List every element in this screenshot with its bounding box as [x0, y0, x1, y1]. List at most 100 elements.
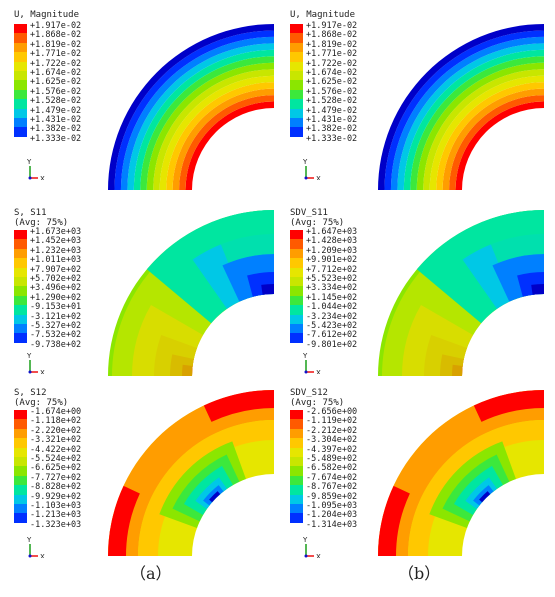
contour-band — [481, 210, 544, 263]
legend-value: +1.722e-02 — [30, 58, 82, 69]
legend-value: +1.647e+03 — [306, 227, 358, 237]
legend-value: +1.917e-02 — [306, 21, 358, 31]
contour-band — [261, 284, 274, 295]
axis-label-y: Y — [26, 158, 32, 166]
legend-swatch — [290, 80, 303, 90]
legend-swatch — [14, 438, 27, 448]
contour-plot — [378, 390, 544, 556]
legend-swatch — [14, 230, 27, 240]
legend-value: -3.321e+02 — [30, 435, 82, 446]
legend-swatch — [14, 485, 27, 495]
legend-swatch — [14, 295, 27, 306]
legend-value: -1.674e+00 — [30, 407, 82, 417]
legend-swatch — [14, 333, 27, 343]
legend-value: +1.011e+03 — [30, 255, 82, 266]
legend-swatch — [290, 419, 303, 429]
legend-swatch — [14, 239, 27, 249]
legend-swatch — [14, 428, 27, 439]
legend-value: +1.382e-02 — [30, 124, 82, 135]
legend-title: S, S12 — [14, 388, 47, 398]
legend-value: -8.767e+02 — [306, 482, 358, 493]
legend-value: +5.702e+02 — [30, 273, 82, 284]
z-axis-dot — [28, 554, 32, 558]
legend-value: -7.532e+02 — [30, 330, 82, 341]
legend-value: +1.673e+03 — [30, 227, 82, 237]
contour-band — [172, 88, 274, 190]
contour-plot — [378, 24, 544, 191]
legend-value: +1.382e-02 — [306, 124, 358, 135]
legend-swatch — [290, 230, 303, 240]
z-axis-dot — [28, 370, 32, 374]
caption-b: （b） — [398, 564, 441, 583]
legend-swatch — [290, 456, 303, 467]
legend-swatch — [14, 276, 27, 287]
legend-value: +1.145e+02 — [306, 292, 358, 303]
legend-value: -9.929e+02 — [30, 491, 82, 502]
contour-band — [211, 210, 274, 263]
contour-band — [138, 420, 274, 556]
legend-swatch — [14, 456, 27, 467]
contour-band — [108, 485, 140, 556]
legend-swatch — [14, 513, 27, 523]
legend-value: -1.095e+03 — [306, 500, 358, 511]
legend-value: +1.625e-02 — [30, 77, 82, 88]
contour-plot — [108, 390, 274, 556]
contour-band — [179, 95, 274, 190]
contour-band — [442, 88, 544, 190]
legend-value: +1.576e-02 — [30, 86, 82, 97]
legend-swatch — [290, 447, 303, 457]
legend-value: -8.828e+02 — [30, 482, 82, 493]
contour-band — [473, 390, 544, 422]
legend-value: -1.204e+03 — [306, 510, 358, 521]
legend-swatch — [290, 42, 303, 53]
legend-swatch — [14, 33, 27, 43]
legend-swatch — [290, 99, 303, 109]
axis-label-y: Y — [26, 352, 32, 360]
legend-value: -2.220e+02 — [30, 425, 82, 436]
axis-label-x: X — [40, 553, 45, 558]
legend-swatch — [290, 513, 303, 523]
legend-value: -5.489e+02 — [306, 453, 358, 464]
legend-value: -1.118e+02 — [30, 416, 82, 427]
legend-value: +1.452e+03 — [30, 236, 82, 247]
legend-value: -4.397e+02 — [306, 444, 358, 455]
legend-value: -7.612e+02 — [306, 330, 358, 341]
legend-value: +7.907e+02 — [30, 264, 82, 275]
legend-value: +7.712e+02 — [306, 264, 358, 275]
legend-swatch — [14, 52, 27, 62]
legend-value: +1.528e-02 — [306, 96, 358, 107]
legend-swatch — [14, 80, 27, 90]
legend-value: +1.431e-02 — [306, 114, 358, 125]
contour-band — [479, 491, 491, 503]
legend-swatch — [290, 333, 303, 343]
legend-swatch — [14, 89, 27, 100]
contour-band — [449, 95, 544, 190]
contour-plot — [108, 24, 274, 191]
legend-value: +1.479e-02 — [30, 105, 82, 116]
legend-swatch — [14, 475, 27, 486]
legend-swatch — [290, 475, 303, 486]
legend-swatch — [290, 239, 303, 249]
legend-title: (Avg: 75%) — [290, 218, 345, 228]
legend-value: -1.119e+02 — [306, 416, 358, 427]
legend-value: -1.323e+03 — [30, 519, 82, 530]
legend-value: -7.674e+02 — [306, 472, 358, 483]
axis-label-y: Y — [302, 352, 308, 360]
legend-swatch — [14, 410, 27, 420]
legend-swatch — [290, 267, 303, 277]
legend-value: +1.576e-02 — [306, 86, 358, 97]
contour-band — [531, 284, 544, 295]
legend-value: +1.209e+03 — [306, 245, 358, 256]
legend-value: -3.304e+02 — [306, 435, 358, 446]
legend-swatch — [290, 33, 303, 43]
legend-value: +1.771e-02 — [30, 49, 82, 60]
z-axis-dot — [304, 370, 308, 374]
legend-title: U, Magnitude — [14, 10, 80, 20]
legend-value: +3.334e+02 — [306, 283, 358, 294]
legend-swatch — [290, 286, 303, 296]
legend-swatch — [290, 24, 303, 34]
legend-title: (Avg: 75%) — [290, 398, 345, 408]
legend-swatch — [14, 494, 27, 504]
legend-swatch — [14, 99, 27, 109]
legend-swatch — [14, 24, 27, 34]
